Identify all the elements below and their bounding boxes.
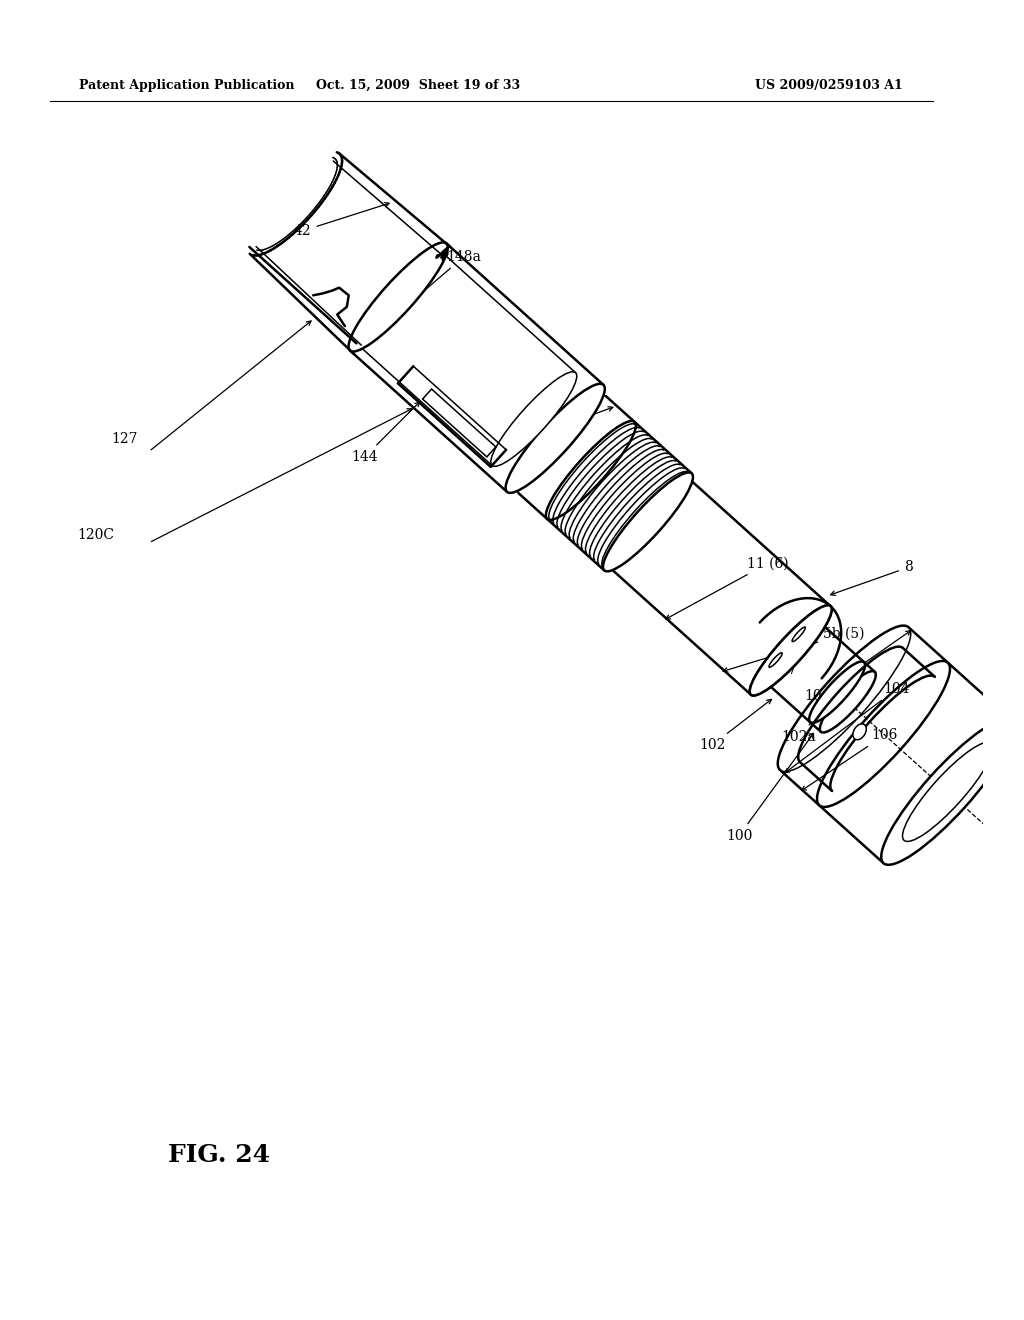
Text: 42: 42 <box>294 202 389 238</box>
Ellipse shape <box>506 384 605 492</box>
Text: 104: 104 <box>785 682 910 772</box>
Ellipse shape <box>769 653 782 668</box>
Text: 144: 144 <box>351 403 420 463</box>
Text: 100: 100 <box>726 734 813 842</box>
Text: 127: 127 <box>112 432 138 446</box>
Text: 11 (6): 11 (6) <box>666 557 788 619</box>
Ellipse shape <box>603 473 693 572</box>
Text: 102a: 102a <box>781 663 863 744</box>
Ellipse shape <box>853 723 866 739</box>
Text: 7: 7 <box>787 620 819 677</box>
Text: 148: 148 <box>551 407 612 432</box>
Ellipse shape <box>809 661 865 723</box>
Ellipse shape <box>348 243 447 351</box>
Ellipse shape <box>793 627 805 642</box>
Ellipse shape <box>546 421 636 520</box>
Text: FIG. 24: FIG. 24 <box>168 1143 270 1167</box>
Text: 5b (5): 5b (5) <box>723 627 864 672</box>
Text: 8: 8 <box>830 561 912 595</box>
Text: 120C: 120C <box>78 528 115 543</box>
Ellipse shape <box>490 372 577 466</box>
Ellipse shape <box>750 606 831 696</box>
Text: 106: 106 <box>802 729 898 791</box>
Ellipse shape <box>750 606 831 696</box>
Text: 148a: 148a <box>367 249 481 341</box>
Text: Oct. 15, 2009  Sheet 19 of 33: Oct. 15, 2009 Sheet 19 of 33 <box>315 79 520 92</box>
Text: 102: 102 <box>699 700 771 752</box>
Text: US 2009/0259103 A1: US 2009/0259103 A1 <box>755 79 903 92</box>
Text: 104: 104 <box>805 631 910 702</box>
Text: Patent Application Publication: Patent Application Publication <box>79 79 294 92</box>
Ellipse shape <box>882 719 1014 865</box>
Ellipse shape <box>820 671 876 733</box>
